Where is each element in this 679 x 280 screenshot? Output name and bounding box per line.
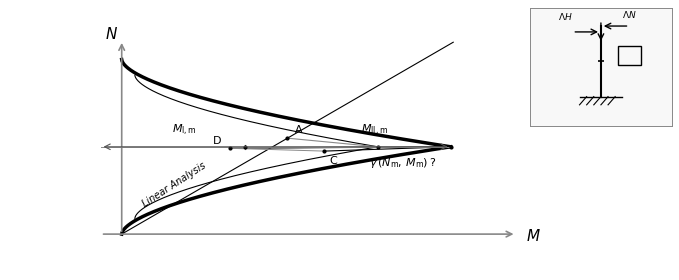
Text: D: D (213, 136, 221, 146)
Text: C: C (329, 157, 337, 167)
Bar (618, 46, 641, 65)
Text: $M_{\mathrm{II,m}}$: $M_{\mathrm{II,m}}$ (361, 123, 388, 138)
Text: Linear Analysis: Linear Analysis (141, 160, 208, 209)
Text: $\Lambda H$: $\Lambda H$ (558, 11, 572, 22)
Text: A: A (295, 125, 303, 135)
Text: $\Lambda N$: $\Lambda N$ (622, 9, 637, 20)
Text: $M_{\mathrm{I,m}}$: $M_{\mathrm{I,m}}$ (172, 123, 198, 138)
Text: $\gamma\,(N_{\mathrm{m}},\,M_{\mathrm{m}})\,?$: $\gamma\,(N_{\mathrm{m}},\,M_{\mathrm{m}… (369, 156, 436, 170)
Text: M: M (527, 229, 540, 244)
Text: N: N (105, 27, 117, 42)
